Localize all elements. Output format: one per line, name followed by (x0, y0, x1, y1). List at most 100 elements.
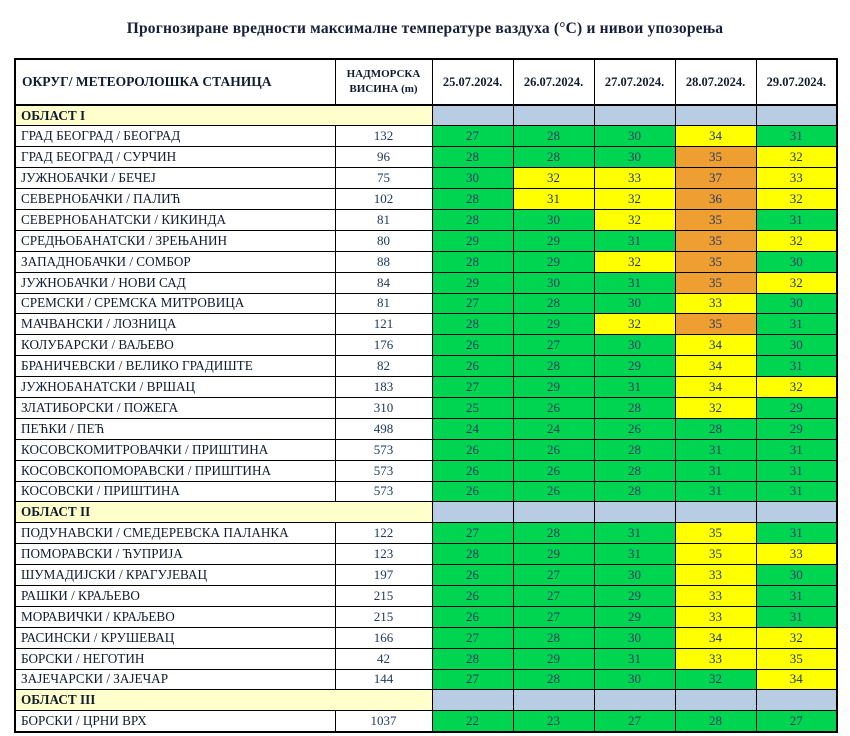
station-name: ПОДУНАВСКИ / СМЕДЕРЕВСКА ПАЛАНКА (14, 522, 336, 545)
temperature-cell: 31 (755, 459, 838, 482)
station-name: ШУМАДИЈСКИ / КРАГУЈЕВАЦ (14, 564, 336, 586)
temperature-cell: 31 (674, 480, 757, 503)
station-row: ГРАД БЕОГРАД / СУРЧИН 96 28 28 30 35 32 (14, 146, 838, 169)
station-name: ЈУЖНОБАЧКИ / БЕЧЕЈ (14, 167, 336, 190)
temperature-cell: 34 (674, 355, 757, 378)
station-row: КОЛУБАРСКИ / ВАЉЕВО 176 26 27 30 34 30 (14, 334, 838, 357)
altitude-value: 80 (334, 229, 433, 252)
section-row-1: ОБЛАСТ I (14, 104, 838, 127)
station-name: КОСОВСКОМИТРОВАЧКИ / ПРИШТИНА (14, 438, 336, 461)
altitude-value: 498 (334, 417, 433, 440)
temperature-cell: 30 (593, 334, 676, 357)
temperature-cell: 32 (674, 396, 757, 419)
temperature-cell: 26 (512, 396, 595, 419)
station-name: ЈУЖНОБАНАТСКИ / ВРШАЦ (14, 376, 336, 398)
station-row: ПЕЋКИ / ПЕЋ 498 24 24 26 28 29 (14, 417, 838, 440)
altitude-value: 84 (334, 271, 433, 294)
altitude-header-line2: ВИСИНА (m) (349, 83, 418, 95)
temperature-cell: 35 (674, 146, 757, 169)
station-name: СРЕДЊОБАНАТСКИ / ЗРЕЊАНИН (14, 229, 336, 252)
station-name: РАСИНСКИ / КРУШЕВАЦ (14, 626, 336, 649)
temperature-cell: 31 (755, 522, 838, 545)
temperature-cell: 31 (674, 438, 757, 461)
station-row: СЕВЕРНОБАНАТСКИ / КИКИНДА 81 28 30 32 35 31 (14, 208, 838, 231)
temperature-cell: 35 (674, 208, 757, 231)
altitude-value: 123 (334, 543, 433, 566)
temperature-cell: 28 (431, 647, 514, 670)
station-name: СРЕМСКИ / СРЕМСКА МИТРОВИЦА (14, 292, 336, 315)
station-row: КОСОВСКОМИТРОВАЧКИ / ПРИШТИНА 573 26 26 28 31… (14, 438, 838, 461)
station-name: СЕВЕРНОБАНАТСКИ / КИКИНДА (14, 208, 336, 231)
temperature-cell: 30 (593, 125, 676, 148)
temperature-cell: 31 (674, 459, 757, 482)
temperature-cell: 32 (755, 188, 838, 210)
temperature-cell: 29 (512, 376, 595, 398)
station-name: КОЛУБАРСКИ / ВАЉЕВО (14, 334, 336, 357)
temperature-cell: 26 (512, 438, 595, 461)
station-row: ГРАД БЕОГРАД / БЕОГРАД 132 27 28 30 34 31 (14, 125, 838, 148)
section-spacer-cell (674, 501, 757, 524)
temperature-cell: 37 (674, 167, 757, 190)
temperature-cell: 32 (593, 313, 676, 336)
altitude-value: 102 (334, 188, 433, 210)
station-row: СРЕДЊОБАНАТСКИ / ЗРЕЊАНИН 80 29 29 31 35 32 (14, 229, 838, 252)
altitude-value: 75 (334, 167, 433, 190)
altitude-value: 183 (334, 376, 433, 398)
section-spacer-cell (431, 689, 514, 712)
altitude-value: 122 (334, 522, 433, 545)
temperature-cell: 29 (512, 250, 595, 273)
temperature-cell: 31 (593, 522, 676, 545)
temperature-cell: 26 (431, 564, 514, 586)
temperature-cell: 27 (431, 668, 514, 691)
altitude-value: 132 (334, 125, 433, 148)
temperature-cell: 30 (755, 250, 838, 273)
temperature-cell: 30 (593, 292, 676, 315)
temperature-cell: 31 (593, 376, 676, 398)
temperature-cell: 31 (755, 480, 838, 503)
temperature-cell: 27 (512, 564, 595, 586)
temperature-cell: 32 (593, 250, 676, 273)
column-header-altitude: НАДМОРСКА ВИСИНА (m) (334, 58, 433, 106)
station-name: РАШКИ / КРАЉЕВО (14, 584, 336, 607)
temperature-cell: 35 (674, 543, 757, 566)
temperature-cell: 31 (755, 605, 838, 628)
temperature-cell: 28 (431, 146, 514, 169)
temperature-cell: 26 (593, 417, 676, 440)
temperature-cell: 27 (431, 292, 514, 315)
station-name: БОРСКИ / ЦРНИ ВРХ (14, 710, 336, 733)
altitude-value: 81 (334, 292, 433, 315)
temperature-cell: 30 (431, 167, 514, 190)
temperature-cell: 28 (431, 208, 514, 231)
section-spacer-cell (674, 104, 757, 127)
station-name: ЗАЈЕЧАРСКИ / ЗАЈЕЧАР (14, 668, 336, 691)
temperature-cell: 33 (674, 292, 757, 315)
temperature-cell: 31 (755, 355, 838, 378)
altitude-value: 144 (334, 668, 433, 691)
altitude-value: 81 (334, 208, 433, 231)
temperature-cell: 26 (431, 438, 514, 461)
section-spacer-cell (674, 689, 757, 712)
temperature-cell: 30 (593, 146, 676, 169)
altitude-value: 215 (334, 605, 433, 628)
temperature-cell: 31 (593, 271, 676, 294)
station-name: ПОМОРАВСКИ / ЋУПРИЈА (14, 543, 336, 566)
station-row: ЗЛАТИБОРСКИ / ПОЖЕГА 310 25 26 28 32 29 (14, 396, 838, 419)
station-name: СЕВЕРНОБАЧКИ / ПАЛИЋ (14, 188, 336, 210)
page-title: Прогнозиране вредности максималне темпер… (126, 20, 724, 37)
column-header-date-2: 26.07.2024. (512, 58, 595, 106)
temperature-cell: 36 (674, 188, 757, 210)
temperature-cell: 31 (593, 647, 676, 670)
temperature-cell: 28 (674, 417, 757, 440)
station-name: БОРСКИ / НЕГОТИН (14, 647, 336, 670)
altitude-value: 88 (334, 250, 433, 273)
altitude-value: 573 (334, 459, 433, 482)
station-row: БОРСКИ / ЦРНИ ВРХ 1037 22 23 27 28 27 (14, 710, 838, 733)
temperature-cell: 30 (593, 626, 676, 649)
station-name: ПЕЋКИ / ПЕЋ (14, 417, 336, 440)
temperature-cell: 23 (512, 710, 595, 733)
temperature-cell: 32 (593, 208, 676, 231)
temperature-cell: 28 (593, 438, 676, 461)
column-header-date-5: 29.07.2024. (755, 58, 838, 106)
temperature-cell: 26 (431, 480, 514, 503)
temperature-cell: 28 (512, 292, 595, 315)
